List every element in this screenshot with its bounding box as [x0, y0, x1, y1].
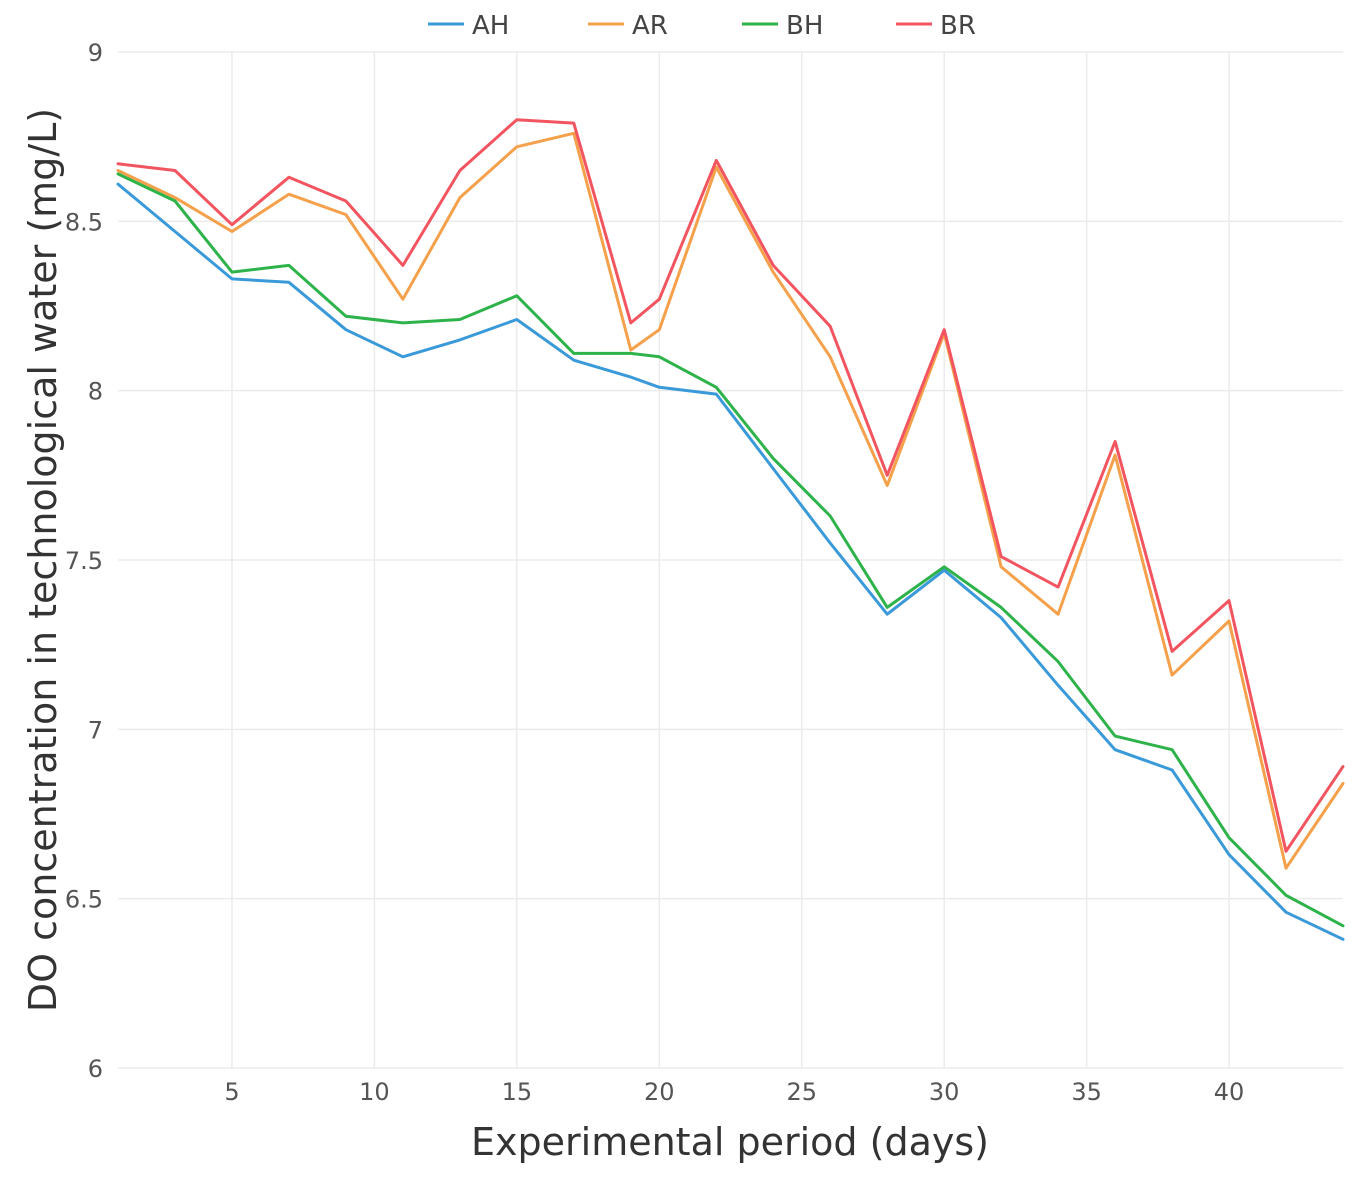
y-axis-title: DO concentration in technological water …: [21, 108, 65, 1012]
x-tick-label: 40: [1214, 1078, 1245, 1106]
legend-item-bh: BH: [742, 11, 823, 41]
y-tick-label: 6.5: [65, 886, 103, 914]
x-axis-title: Experimental period (days): [471, 1120, 989, 1164]
y-tick-label: 7.5: [65, 547, 103, 575]
series-line-ar: [116, 131, 1345, 870]
legend-item-ar: AR: [588, 11, 668, 41]
x-tick-label: 35: [1071, 1078, 1102, 1106]
series-line-br: [116, 118, 1345, 853]
grid: [118, 51, 1343, 1069]
x-tick-label: 25: [786, 1078, 817, 1106]
legend-label: BR: [940, 11, 976, 41]
x-tick-label: 5: [224, 1078, 239, 1106]
x-tick-label: 15: [502, 1078, 533, 1106]
series-group: [116, 118, 1345, 941]
y-tick-label: 6: [88, 1055, 103, 1083]
x-axis: 5 10 15 20 25 30 35 40: [224, 1078, 1244, 1106]
y-axis: 6 6.5 7 7.5 8 8.5 9: [65, 39, 103, 1083]
y-tick-label: 7: [88, 716, 103, 744]
legend-label: AR: [632, 11, 668, 41]
series-line-bh: [116, 172, 1345, 928]
legend-item-br: BR: [896, 11, 976, 41]
x-tick-label: 10: [359, 1078, 390, 1106]
y-tick-label: 8: [88, 378, 103, 406]
x-tick-label: 20: [644, 1078, 675, 1106]
x-tick-label: 30: [929, 1078, 960, 1106]
legend-label: AH: [472, 11, 509, 41]
legend-item-ah: AH: [428, 11, 509, 41]
legend: AH AR BH BR: [428, 11, 976, 41]
series-line-ah: [116, 182, 1345, 941]
y-tick-label: 9: [88, 39, 103, 67]
y-tick-label: 8.5: [65, 208, 103, 236]
legend-label: BH: [786, 11, 823, 41]
